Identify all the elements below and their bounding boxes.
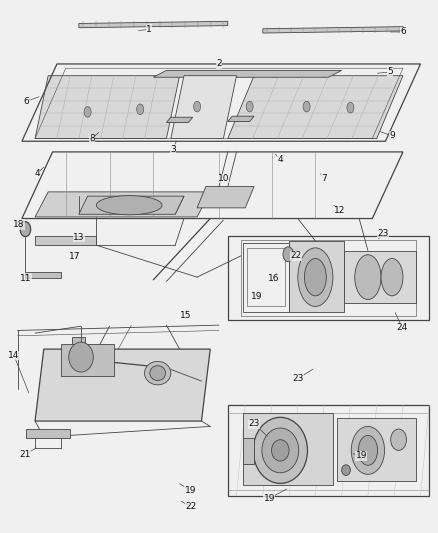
Polygon shape xyxy=(153,70,342,77)
Polygon shape xyxy=(35,192,210,217)
Text: 2: 2 xyxy=(216,60,222,68)
Text: 4: 4 xyxy=(35,169,40,177)
Polygon shape xyxy=(197,187,254,208)
Polygon shape xyxy=(79,21,228,28)
Polygon shape xyxy=(72,337,85,344)
Text: 23: 23 xyxy=(292,374,304,383)
Ellipse shape xyxy=(96,196,162,215)
Text: 21: 21 xyxy=(20,450,31,458)
Polygon shape xyxy=(171,76,237,139)
Text: 4: 4 xyxy=(278,156,283,164)
Ellipse shape xyxy=(381,259,403,296)
Polygon shape xyxy=(26,429,70,438)
Ellipse shape xyxy=(298,248,333,306)
Ellipse shape xyxy=(246,101,253,112)
Text: 13: 13 xyxy=(73,233,85,241)
Text: 5: 5 xyxy=(387,68,393,76)
Polygon shape xyxy=(79,196,184,214)
Text: 7: 7 xyxy=(321,174,327,183)
Polygon shape xyxy=(344,251,416,303)
Polygon shape xyxy=(243,438,254,464)
Text: 23: 23 xyxy=(378,229,389,238)
Polygon shape xyxy=(35,349,210,421)
Polygon shape xyxy=(243,413,333,485)
Text: 6: 6 xyxy=(23,97,29,106)
Ellipse shape xyxy=(304,259,326,296)
Text: 24: 24 xyxy=(396,324,408,332)
Ellipse shape xyxy=(253,417,307,483)
Polygon shape xyxy=(337,418,416,481)
Polygon shape xyxy=(26,272,61,278)
Polygon shape xyxy=(228,76,403,139)
Text: 19: 19 xyxy=(356,451,367,460)
Text: 10: 10 xyxy=(218,174,229,183)
Ellipse shape xyxy=(272,440,289,461)
Ellipse shape xyxy=(150,366,166,381)
Polygon shape xyxy=(166,117,193,123)
Ellipse shape xyxy=(391,429,406,450)
Polygon shape xyxy=(61,344,114,376)
Polygon shape xyxy=(289,241,344,312)
Ellipse shape xyxy=(358,435,378,465)
Text: 6: 6 xyxy=(400,28,406,36)
Ellipse shape xyxy=(69,342,93,372)
Ellipse shape xyxy=(20,222,31,237)
Text: 9: 9 xyxy=(389,132,395,140)
Ellipse shape xyxy=(355,255,381,300)
Text: 23: 23 xyxy=(248,419,260,428)
Text: 17: 17 xyxy=(69,253,80,261)
Text: 3: 3 xyxy=(170,145,176,154)
Polygon shape xyxy=(228,116,254,122)
Ellipse shape xyxy=(262,428,299,473)
Text: 16: 16 xyxy=(268,274,279,282)
Text: 22: 22 xyxy=(185,502,196,511)
Ellipse shape xyxy=(145,361,171,385)
Polygon shape xyxy=(263,27,403,33)
Text: 22: 22 xyxy=(290,252,301,260)
Ellipse shape xyxy=(351,426,385,474)
Ellipse shape xyxy=(347,102,354,113)
Text: 19: 19 xyxy=(251,293,262,301)
Ellipse shape xyxy=(194,101,201,112)
Text: 19: 19 xyxy=(264,494,275,503)
Text: 18: 18 xyxy=(13,221,24,229)
Text: 14: 14 xyxy=(8,351,20,360)
Ellipse shape xyxy=(137,104,144,115)
Text: 1: 1 xyxy=(146,25,152,34)
Polygon shape xyxy=(35,236,96,245)
Polygon shape xyxy=(35,76,180,139)
Text: 11: 11 xyxy=(20,274,31,282)
Ellipse shape xyxy=(342,465,350,475)
Text: 12: 12 xyxy=(334,206,345,215)
Ellipse shape xyxy=(84,107,91,117)
Ellipse shape xyxy=(303,101,310,112)
Text: 8: 8 xyxy=(89,134,95,143)
Text: 15: 15 xyxy=(180,311,192,320)
Ellipse shape xyxy=(283,247,293,262)
Text: 19: 19 xyxy=(185,486,196,495)
